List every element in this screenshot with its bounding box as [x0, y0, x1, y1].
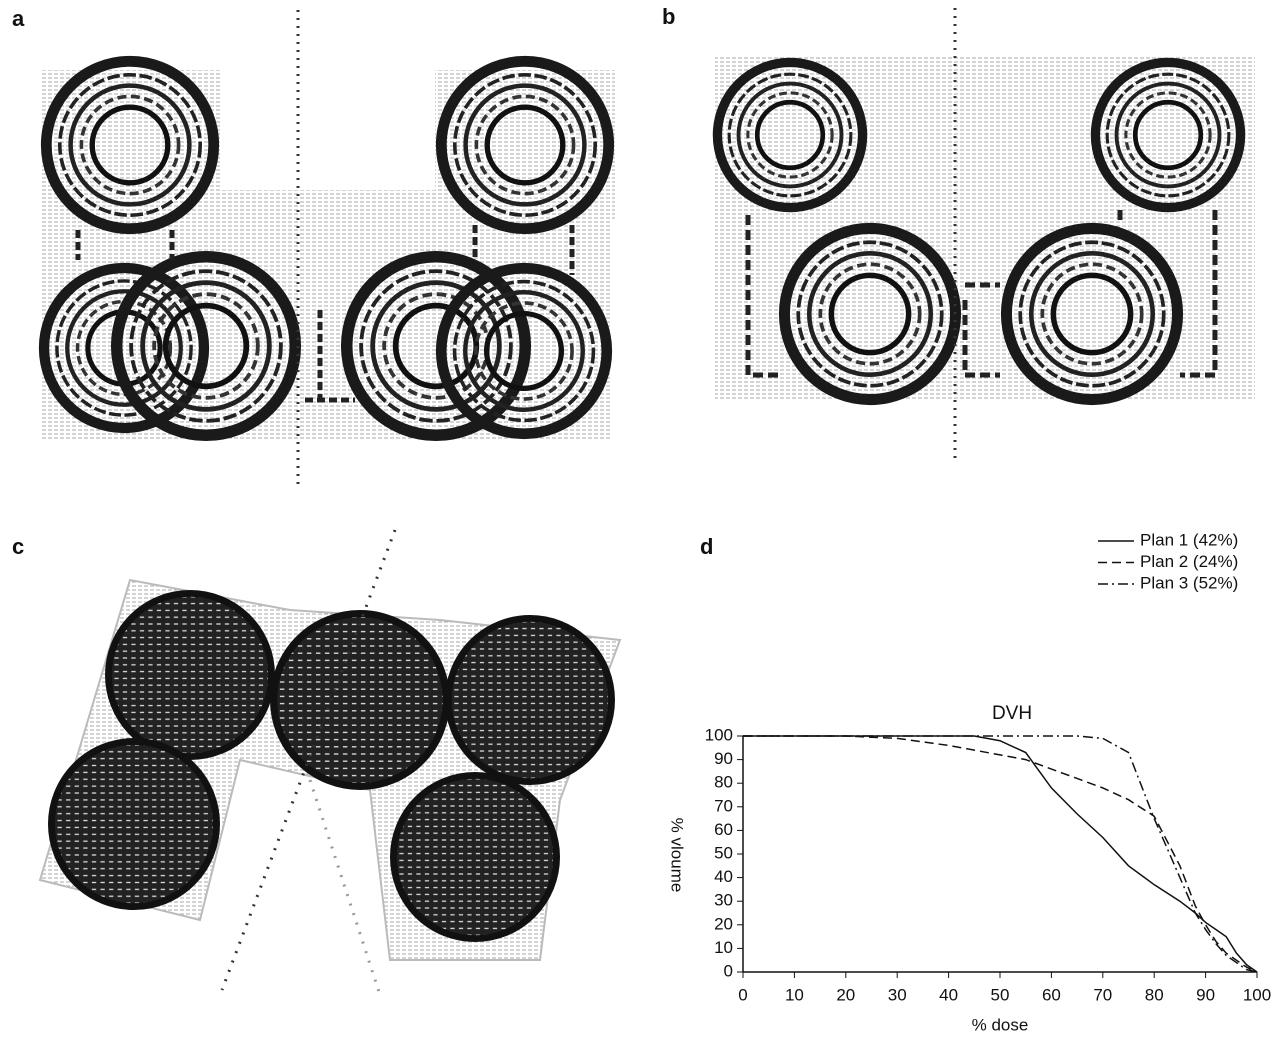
legend-label: Plan 3 (52%): [1140, 573, 1238, 592]
panel-label: a: [12, 6, 25, 31]
sphere: [393, 775, 556, 938]
panel-label: b: [662, 4, 675, 29]
x-tick-label: 20: [836, 985, 855, 1004]
sphere: [108, 593, 271, 756]
y-tick-label: 0: [724, 961, 733, 980]
y-tick-label: 100: [705, 725, 733, 744]
x-tick-label: 80: [1145, 985, 1164, 1004]
figure: a b c d DVH % dose % vloume 0 10 20 30 40 50 6…: [0, 0, 1288, 1041]
chart-title: DVH: [992, 703, 1032, 724]
x-tick-label: 60: [1042, 985, 1061, 1004]
legend-label: Plan 2 (24%): [1140, 552, 1238, 571]
series-line: [743, 736, 1257, 972]
x-axis-label: % dose: [972, 1015, 1029, 1034]
x-tick-label: 30: [888, 985, 907, 1004]
x-tick-label: 90: [1196, 985, 1215, 1004]
y-tick-label: 90: [714, 749, 733, 768]
series-line: [743, 736, 1257, 972]
y-tick-label: 50: [714, 843, 733, 862]
x-tick-label: 10: [785, 985, 804, 1004]
panel-a-image: [40, 10, 615, 490]
y-tick-label: 60: [714, 820, 733, 839]
y-tick-label: 40: [714, 867, 733, 886]
y-axis-label: % vloume: [668, 818, 687, 893]
panel-label: d: [700, 534, 713, 559]
sphere: [51, 741, 216, 906]
legend-label: Plan 1 (42%): [1140, 530, 1238, 549]
y-tick-label: 10: [714, 938, 733, 957]
x-tick-label: 40: [939, 985, 958, 1004]
y-tick-label: 70: [714, 796, 733, 815]
y-tick-label: 80: [714, 773, 733, 792]
y-tick-label: 20: [714, 914, 733, 933]
y-tick-label: 30: [714, 891, 733, 910]
panel-b-image: [715, 8, 1255, 460]
x-tick-label: 50: [991, 985, 1010, 1004]
x-tick-label: 100: [1243, 985, 1271, 1004]
x-tick-label: 0: [738, 985, 747, 1004]
sphere: [448, 618, 611, 781]
x-tick-label: 70: [1093, 985, 1112, 1004]
dotted-axis: [310, 780, 380, 995]
panel-c-image: [40, 530, 620, 995]
panel-label: c: [12, 534, 24, 559]
series-line: [743, 736, 1257, 972]
page: a b c d DVH % dose % vloume 0 10 20 30 40 50 6…: [0, 0, 1288, 1041]
sphere: [274, 614, 447, 787]
